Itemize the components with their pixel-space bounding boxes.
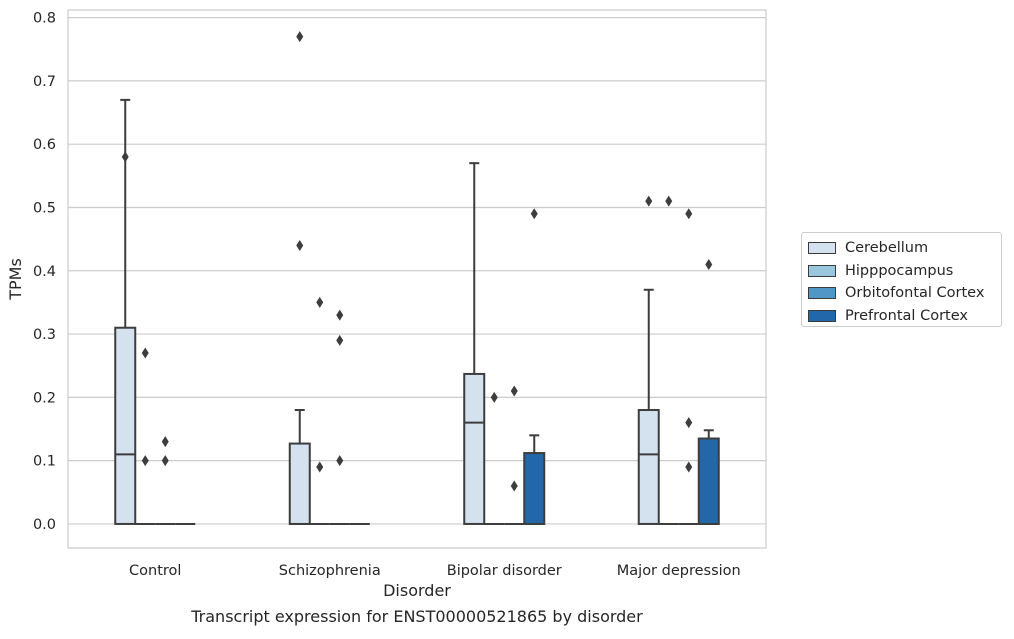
- box-group: [484, 391, 505, 525]
- y-tick-label: 0.5: [33, 200, 56, 216]
- box-iqr: [114, 326, 137, 525]
- x-tick-label: Control: [129, 563, 181, 579]
- box-group: [658, 195, 679, 525]
- box-group: [135, 347, 156, 525]
- legend-item: Prefrontal Cortex: [808, 305, 1001, 328]
- x-tick-label: Schizophrenia: [279, 563, 381, 579]
- y-tick-label: 0.8: [33, 11, 56, 27]
- box-iqr: [697, 437, 720, 525]
- box-iqr: [288, 442, 311, 525]
- outlier-point: [316, 296, 324, 308]
- y-tick-label: 0.6: [33, 137, 56, 153]
- box-group: [155, 436, 176, 525]
- outlier-point: [296, 239, 304, 251]
- legend-swatch: [808, 309, 836, 322]
- outlier-point: [705, 258, 713, 270]
- x-axis-label: Disorder: [383, 581, 451, 600]
- y-tick-label: 0.3: [33, 327, 56, 343]
- outlier-point: [336, 309, 344, 321]
- box-group: [637, 195, 660, 525]
- box-group: [329, 309, 350, 525]
- grid-lines: [68, 16, 766, 525]
- y-tick-label: 0.4: [33, 264, 56, 280]
- chart-title: Transcript expression for ENST0000052186…: [190, 607, 643, 626]
- box-group: [309, 296, 330, 525]
- x-tick-label: Major depression: [617, 563, 741, 579]
- outlier-point: [336, 334, 344, 346]
- legend-label: Cerebellum: [845, 240, 929, 257]
- outlier-point: [141, 347, 149, 359]
- legend-label: Orbitofontal Cortex: [845, 285, 985, 302]
- box-group: [504, 385, 525, 525]
- outlier-point: [665, 195, 673, 207]
- outlier-point: [161, 436, 169, 448]
- legend-item: Orbitofontal Cortex: [808, 282, 1001, 305]
- outlier-point: [685, 417, 693, 429]
- outlier-point: [510, 385, 518, 397]
- legend-swatch: [808, 242, 836, 255]
- outlier-point: [490, 391, 498, 403]
- outlier-point: [530, 208, 538, 220]
- outlier-point: [316, 461, 324, 473]
- box-group: [114, 98, 137, 525]
- legend: Cerebellum Hipppocampus Orbitofontal Corte…: [801, 232, 1002, 327]
- box-group: [678, 208, 699, 525]
- box-iqr: [523, 452, 546, 525]
- legend-label: Prefrontal Cortex: [845, 307, 968, 324]
- y-tick-label: 0.0: [33, 517, 56, 533]
- y-tick-label: 0.2: [33, 390, 56, 406]
- x-tick-labels: Control Schizophrenia Bipolar disorder Majo…: [129, 563, 741, 579]
- box-group: [697, 258, 720, 525]
- y-tick-labels: 0.0 0.1 0.2 0.3 0.4 0.5 0.6 0.7 0.8: [33, 11, 56, 533]
- outlier-point: [685, 208, 693, 220]
- plot-frame: [67, 9, 767, 549]
- outlier-point: [685, 461, 693, 473]
- y-axis-label: TPMs: [6, 258, 25, 301]
- outlier-point: [296, 31, 304, 43]
- box-iqr: [463, 372, 486, 525]
- outlier-point: [141, 455, 149, 467]
- outlier-point: [121, 151, 129, 163]
- y-tick-label: 0.7: [33, 74, 56, 90]
- legend-item: Cerebellum: [808, 237, 1001, 260]
- legend-label: Hipppocampus: [845, 262, 954, 279]
- x-tick-label: Bipolar disorder: [447, 563, 562, 579]
- legend-item: Hipppocampus: [808, 260, 1001, 283]
- legend-swatch: [808, 287, 836, 300]
- outlier-point: [161, 455, 169, 467]
- box-group: [463, 162, 486, 525]
- y-tick-label: 0.1: [33, 454, 56, 470]
- box-group: [288, 31, 311, 525]
- box-iqr: [637, 409, 660, 525]
- legend-swatch: [808, 264, 836, 277]
- box-marks: [114, 31, 720, 525]
- outlier-point: [645, 195, 653, 207]
- box-group: [523, 208, 546, 525]
- outlier-point: [510, 480, 518, 492]
- outlier-point: [336, 455, 344, 467]
